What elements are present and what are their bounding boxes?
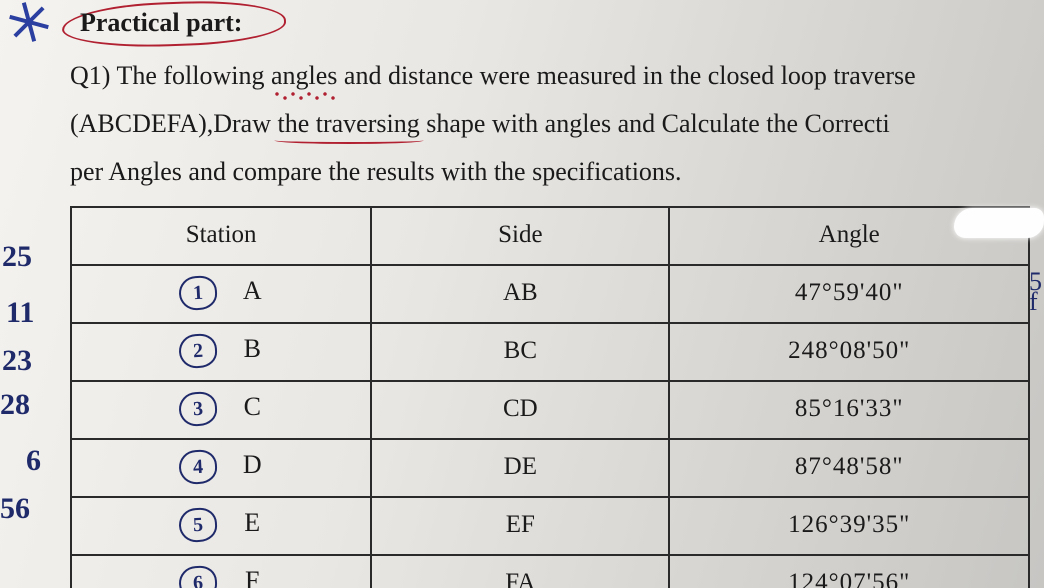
station-cell: 6 F [71, 555, 371, 588]
q-line2b: shape with angles and Calculate the Corr… [420, 109, 890, 138]
word-angles: angles [271, 61, 337, 90]
table-row: 6 F FA 124°07'56" [71, 555, 1029, 588]
col-header-station: Station [71, 207, 371, 265]
table-row: 4 D DE 87°48'58" [71, 439, 1029, 497]
worksheet-page: Practical part: Q1) The following angles… [0, 0, 1044, 588]
side-cell: BC [371, 323, 669, 381]
side-annotation: 5 f [1029, 272, 1042, 312]
question-text: Q1) The following angles and distance we… [70, 52, 1026, 196]
station-cell: 4 D [71, 439, 371, 497]
station-cell: 5 E [71, 497, 371, 555]
table-row: 2 B BC 248°08'50" [71, 323, 1029, 381]
side-cell: FA [371, 555, 669, 588]
table-header-row: Station Side Angle [71, 207, 1029, 265]
table-row: 3 C CD 85°16'33" [71, 381, 1029, 439]
margin-jot: 6 [26, 444, 41, 478]
data-table: Station Side Angle 1 A AB 47°59'40" 2 B … [70, 206, 1030, 588]
hand-number-circle: 1 [178, 275, 218, 311]
table-body: 1 A AB 47°59'40" 2 B BC 248°08'50" 3 C [71, 265, 1029, 588]
q-line1a: The following [116, 61, 271, 90]
col-header-side: Side [371, 207, 669, 265]
section-heading: Practical part: [80, 8, 242, 37]
margin-jot: 28 [0, 388, 30, 422]
hand-number-circle: 6 [178, 565, 218, 588]
hand-number-circle: 2 [178, 333, 218, 369]
q-line3: per Angles and compare the results with … [70, 157, 682, 186]
station-letter: E [241, 508, 263, 538]
angle-cell: 85°16'33" [669, 381, 1029, 439]
station-cell: 1 A [71, 265, 371, 323]
word-traversing: the traversing [278, 109, 420, 138]
side-cell: EF [371, 497, 669, 555]
side-cell: AB [371, 265, 669, 323]
table-row: 1 A AB 47°59'40" [71, 265, 1029, 323]
side-cell: DE [371, 439, 669, 497]
station-letter: A [241, 276, 263, 306]
margin-jot: 11 [6, 296, 34, 330]
angle-cell: 87°48'58" [669, 439, 1029, 497]
angle-cell: 124°07'56" [669, 555, 1029, 588]
margin-jot: 23 [2, 344, 32, 378]
hand-number-circle: 3 [178, 391, 218, 427]
margin-jot: 56 [0, 492, 30, 526]
star-annotation [6, 2, 52, 42]
angle-cell: 47°59'40" [669, 265, 1029, 323]
station-letter: D [241, 450, 263, 480]
heading-wrap: Practical part: [80, 8, 242, 38]
hand-number-circle: 4 [178, 449, 218, 485]
angle-cell: 126°39'35" [669, 497, 1029, 555]
station-letter: F [241, 566, 263, 588]
station-cell: 2 B [71, 323, 371, 381]
angle-cell: 248°08'50" [669, 323, 1029, 381]
hand-number-circle: 5 [178, 507, 218, 543]
question-label: Q1) [70, 61, 110, 90]
margin-jot: 25 [2, 240, 32, 274]
q-line1b: and distance were measured in the closed… [337, 61, 915, 90]
side-cell: CD [371, 381, 669, 439]
station-letter: C [241, 392, 263, 422]
white-smudge [954, 208, 1044, 238]
station-letter: B [241, 334, 263, 364]
table-row: 5 E EF 126°39'35" [71, 497, 1029, 555]
station-cell: 3 C [71, 381, 371, 439]
q-line2a: (ABCDEFA),Draw [70, 109, 278, 138]
